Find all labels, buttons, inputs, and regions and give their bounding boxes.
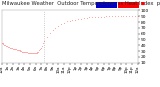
Point <box>30 52 32 54</box>
Point <box>22 51 25 52</box>
Point <box>27 52 29 54</box>
Point <box>2 43 5 45</box>
Point <box>20 50 23 52</box>
Text: ■: ■ <box>141 2 145 6</box>
Point <box>21 51 24 52</box>
Point <box>51 29 54 31</box>
Point <box>83 17 85 19</box>
Point <box>116 15 119 16</box>
Point <box>0 42 3 44</box>
Point <box>10 47 12 49</box>
Point <box>57 25 60 26</box>
Text: Milwaukee Weather  Outdoor Temperature  vs Heat Index  per Minute  (24 Hours): Milwaukee Weather Outdoor Temperature vs… <box>2 1 160 6</box>
Point <box>28 52 30 54</box>
Point <box>1 43 4 44</box>
Point <box>14 49 16 50</box>
Point <box>8 46 10 48</box>
Point <box>108 16 111 17</box>
Point <box>25 52 27 53</box>
Point <box>19 50 22 52</box>
Point <box>94 17 96 18</box>
Point <box>46 36 48 37</box>
Point <box>68 20 71 22</box>
Point <box>111 16 113 17</box>
Point <box>40 47 43 48</box>
Point <box>74 19 76 20</box>
Point <box>105 16 108 17</box>
Point <box>41 45 44 47</box>
Point <box>5 45 8 47</box>
Point <box>63 22 65 23</box>
Point <box>3 44 6 45</box>
Point <box>42 43 44 44</box>
Point <box>15 49 17 50</box>
Point <box>23 51 26 52</box>
Point <box>18 50 21 51</box>
Point <box>17 50 20 51</box>
Point <box>37 51 40 52</box>
Point <box>24 52 27 53</box>
Point <box>136 15 139 16</box>
Point <box>88 17 91 18</box>
Point <box>85 17 88 19</box>
Point <box>97 16 99 17</box>
Point <box>91 17 94 18</box>
Point <box>125 15 128 16</box>
Point <box>9 47 11 48</box>
Point <box>11 47 13 49</box>
Point <box>29 52 31 54</box>
Point <box>133 15 136 16</box>
Point <box>31 53 33 54</box>
Point <box>80 18 82 19</box>
Point <box>34 53 37 54</box>
Point <box>71 20 74 21</box>
Point <box>36 52 39 53</box>
Point <box>128 15 130 16</box>
Point <box>32 53 34 54</box>
Point <box>4 45 7 46</box>
Point <box>33 53 36 54</box>
Point <box>77 18 79 20</box>
Point <box>13 48 15 49</box>
Point <box>7 46 9 48</box>
Point <box>122 15 125 16</box>
Point <box>43 40 45 42</box>
Point <box>48 32 51 34</box>
Point <box>60 23 62 24</box>
Point <box>16 49 19 51</box>
Point <box>54 27 57 29</box>
Point <box>39 49 42 50</box>
Point <box>12 48 14 49</box>
Point <box>32 53 35 54</box>
Point <box>114 16 116 17</box>
Point <box>26 52 28 53</box>
Point <box>65 21 68 22</box>
Point <box>6 46 8 47</box>
Point <box>100 16 102 17</box>
Point <box>15 49 18 51</box>
Point <box>38 50 41 51</box>
Point <box>119 15 122 16</box>
Point <box>102 16 105 17</box>
Point <box>35 52 38 54</box>
Point <box>131 15 133 16</box>
